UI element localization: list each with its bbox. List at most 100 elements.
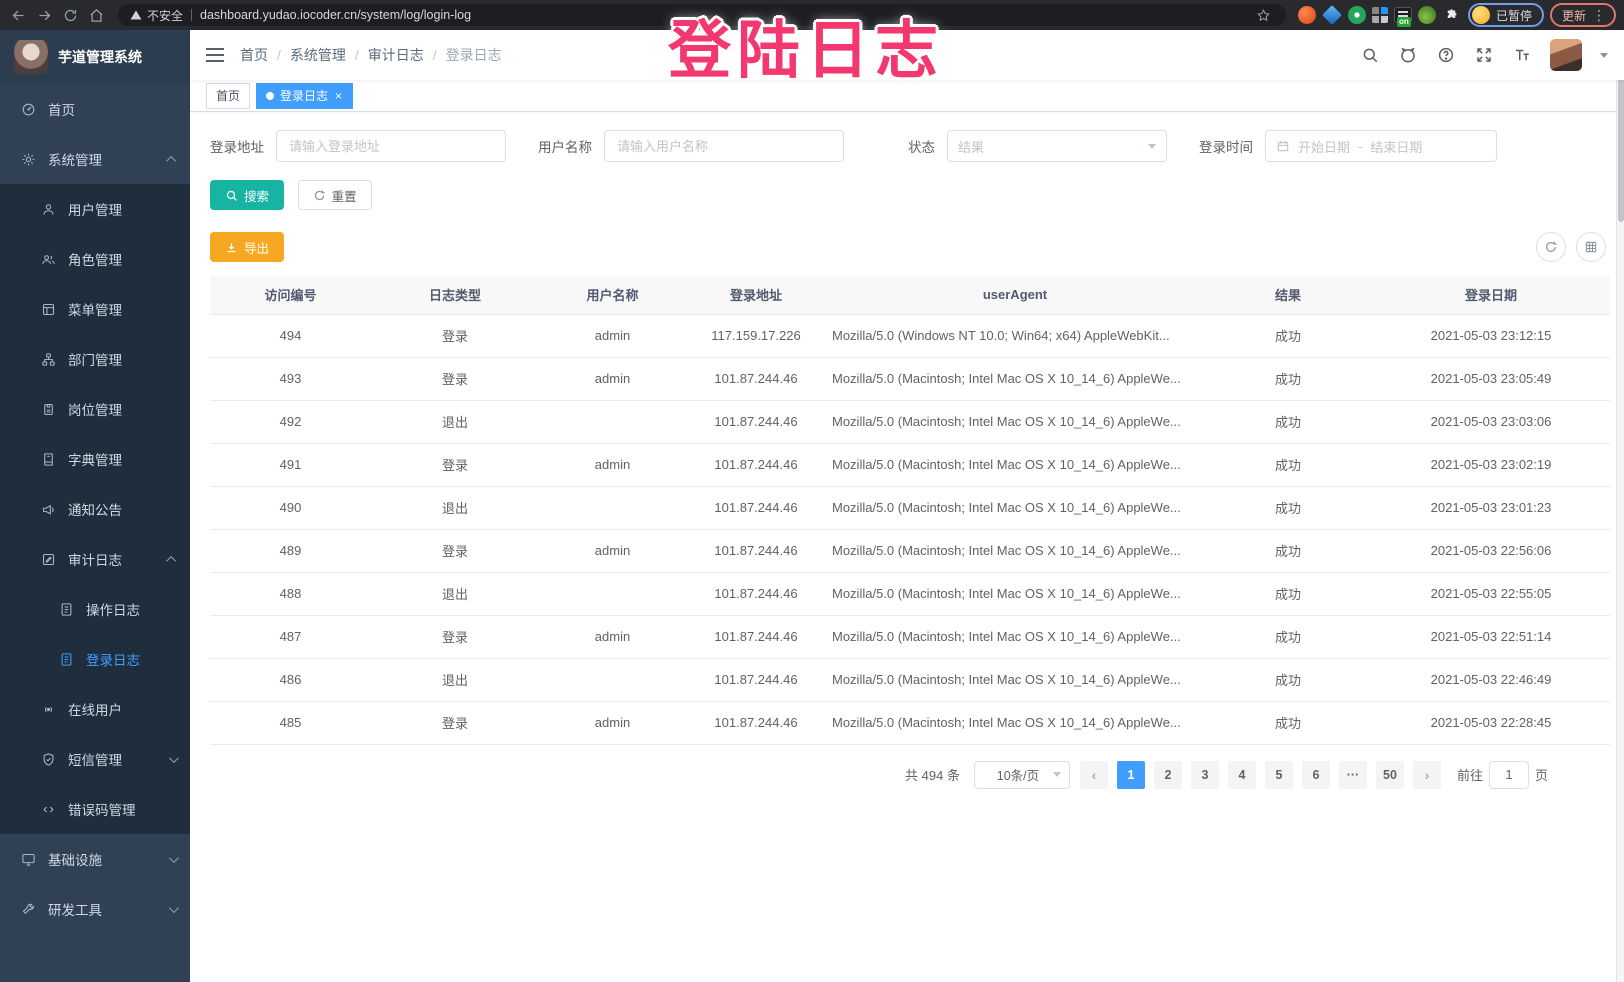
login-address-input[interactable]	[276, 130, 506, 162]
search-button[interactable]: 搜索	[210, 180, 285, 210]
browser-profile-chip[interactable]: 已暂停	[1467, 3, 1544, 27]
page-button-6[interactable]: 6	[1301, 760, 1330, 789]
page-button-5[interactable]: 5	[1264, 760, 1293, 789]
sidebar: 芋道管理系统 首页 系统管理 用户管理 角色管理 菜单管理 部门管理 岗位管理 字典管理 通知公…	[0, 30, 190, 982]
github-icon[interactable]	[1398, 45, 1418, 65]
sidebar-item-首页[interactable]: 首页	[0, 84, 190, 134]
profile-avatar	[1471, 6, 1490, 24]
breadcrumb-item-审计日志[interactable]: 审计日志	[367, 47, 424, 63]
sidebar-item-用户管理[interactable]: 用户管理	[0, 184, 190, 234]
sidebar-item-label: 审计日志	[68, 553, 122, 568]
sidebar-item-字典管理[interactable]: 字典管理	[0, 434, 190, 484]
sidebar-item-label: 操作日志	[86, 603, 140, 618]
cell: 退出	[371, 572, 539, 616]
puzzle-extensions-icon[interactable]	[1442, 5, 1462, 25]
hamburger-icon[interactable]	[206, 48, 224, 62]
sidebar-item-角色管理[interactable]: 角色管理	[0, 234, 190, 284]
chevron-down-icon	[1148, 143, 1156, 149]
table-row: 486 退出 101.87.244.46 Mozilla/5.0 (Macintosh…	[210, 658, 1610, 702]
page-button-1[interactable]: 1	[1116, 760, 1145, 789]
kebab-menu-icon[interactable]: ⋮	[1592, 6, 1606, 23]
refresh-table-button[interactable]	[1536, 232, 1566, 262]
extension-diamond-icon[interactable]	[1322, 5, 1342, 25]
cell: admin	[539, 443, 686, 487]
update-label: 更新	[1561, 8, 1586, 23]
dictionary-icon	[40, 451, 56, 467]
page-size-select[interactable]: 10条/页	[973, 760, 1070, 789]
toolbar-row: 导出	[210, 232, 1610, 262]
chevron-down-icon	[168, 902, 179, 913]
login-time-label: 登录时间	[1199, 140, 1253, 155]
goto-page-input[interactable]	[1488, 760, 1529, 789]
scrollbar-thumb[interactable]	[1618, 52, 1624, 222]
tag-登录日志[interactable]: 登录日志 ×	[256, 82, 354, 109]
sidebar-item-在线用户[interactable]: 在线用户	[0, 684, 190, 734]
app-title: 芋道管理系统	[58, 49, 142, 65]
sidebar-item-部门管理[interactable]: 部门管理	[0, 334, 190, 384]
cell: 成功	[1204, 615, 1372, 659]
address-bar[interactable]: 不安全 dashboard.yudao.iocoder.cn/system/lo…	[118, 4, 1286, 26]
sidebar-item-基础设施[interactable]: 基础设施	[0, 834, 190, 884]
bookmark-star-icon[interactable]	[1254, 5, 1274, 25]
user-avatar[interactable]	[1550, 39, 1582, 71]
extension-orange-icon[interactable]	[1297, 6, 1316, 24]
extension-green-icon[interactable]	[1347, 6, 1366, 24]
page-scrollbar[interactable]	[1616, 30, 1624, 982]
sidebar-item-系统管理[interactable]: 系统管理	[0, 134, 190, 184]
page-button-2[interactable]: 2	[1153, 760, 1182, 789]
prev-page-button[interactable]: ‹	[1079, 760, 1108, 789]
extension-plant-icon[interactable]	[1417, 6, 1436, 24]
status-select[interactable]: 结果	[947, 130, 1167, 162]
tag-close-icon[interactable]: ×	[335, 88, 343, 103]
cell: 2021-05-03 23:01:23	[1372, 486, 1610, 530]
sidebar-item-登录日志[interactable]: 登录日志	[0, 634, 190, 684]
breadcrumb: 首页 / 系统管理 / 审计日志 / 登录日志	[240, 45, 502, 65]
export-button[interactable]: 导出	[210, 232, 285, 262]
forward-icon[interactable]	[34, 5, 54, 25]
cell: Mozilla/5.0 (Macintosh; Intel Mac OS X 1…	[826, 615, 1204, 659]
action-row: 搜索 重置	[210, 180, 1610, 210]
reset-button[interactable]: 重置	[297, 180, 372, 210]
column-settings-button[interactable]	[1576, 232, 1606, 262]
reload-icon[interactable]	[60, 5, 80, 25]
cell: 489	[210, 529, 371, 573]
breadcrumb-item-系统管理[interactable]: 系统管理	[289, 47, 346, 63]
cell: admin	[539, 701, 686, 745]
cell: 101.87.244.46	[686, 529, 826, 573]
browser-update-button[interactable]: 更新 ⋮	[1549, 3, 1616, 27]
home-icon[interactable]	[86, 5, 106, 25]
date-range-picker[interactable]: 开始日期 - 结束日期	[1265, 130, 1497, 162]
search-icon[interactable]	[1360, 45, 1380, 65]
page-button-4[interactable]: 4	[1227, 760, 1256, 789]
next-page-button[interactable]: ›	[1412, 760, 1441, 789]
username-input[interactable]	[604, 130, 844, 162]
sidebar-item-通知公告[interactable]: 通知公告	[0, 484, 190, 534]
back-icon[interactable]	[8, 5, 28, 25]
sidebar-item-错误码管理[interactable]: 错误码管理	[0, 784, 190, 834]
chevron-down-icon	[1052, 772, 1061, 777]
sidebar-item-菜单管理[interactable]: 菜单管理	[0, 284, 190, 334]
extension-onetab-icon[interactable]: on	[1393, 7, 1412, 27]
sidebar-item-研发工具[interactable]: 研发工具	[0, 884, 190, 934]
help-icon[interactable]	[1436, 45, 1456, 65]
tag-首页[interactable]: 首页	[206, 82, 251, 109]
sidebar-item-短信管理[interactable]: 短信管理	[0, 734, 190, 784]
extension-grid-icon[interactable]	[1371, 7, 1388, 23]
status-label: 状态	[908, 140, 935, 155]
cell: 487	[210, 615, 371, 659]
sidebar-item-操作日志[interactable]: 操作日志	[0, 584, 190, 634]
breadcrumb-item-首页[interactable]: 首页	[240, 47, 268, 63]
sidebar-item-岗位管理[interactable]: 岗位管理	[0, 384, 190, 434]
page-button-50[interactable]: 50	[1375, 760, 1404, 789]
cell: 2021-05-03 22:51:14	[1372, 615, 1610, 659]
fullscreen-icon[interactable]	[1474, 45, 1494, 65]
cell: 101.87.244.46	[686, 572, 826, 616]
cell: 成功	[1204, 357, 1372, 401]
caret-down-icon[interactable]	[1600, 52, 1608, 58]
sidebar-item-审计日志[interactable]: 审计日志	[0, 534, 190, 584]
font-size-icon[interactable]	[1512, 45, 1532, 65]
page-button-3[interactable]: 3	[1190, 760, 1219, 789]
table-row: 488 退出 101.87.244.46 Mozilla/5.0 (Macintosh…	[210, 572, 1610, 616]
more-pages-button[interactable]: ···	[1338, 760, 1367, 789]
security-warning[interactable]: 不安全	[130, 7, 183, 24]
